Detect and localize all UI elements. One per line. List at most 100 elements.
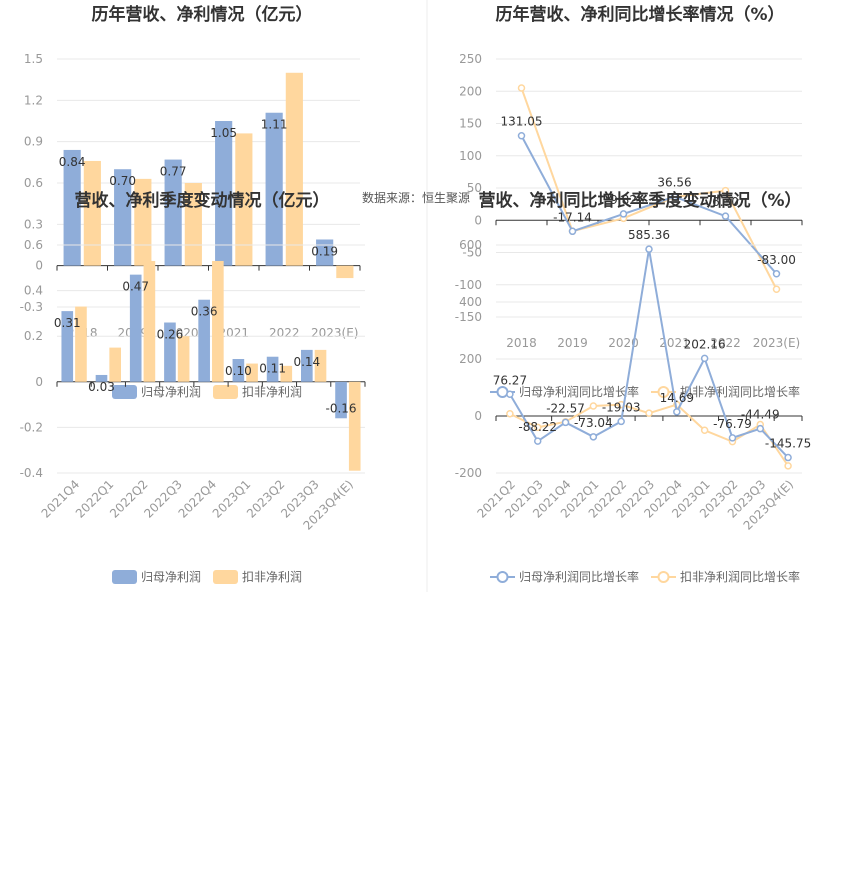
line-point[interactable] [645,245,653,253]
line-point[interactable] [728,434,737,442]
bar-deducted-profit[interactable] [143,260,156,382]
line-deducted-profit-growth[interactable] [520,87,778,290]
legend-label[interactable]: 归母净利润 [141,385,201,399]
y-tick-label: 0.9 [24,135,43,149]
x-tick-label: 2019 [557,336,588,350]
line-point[interactable] [617,417,625,426]
bar-net-profit[interactable] [61,311,74,382]
y-tick-label: -0.3 [20,300,43,314]
line-data-label: -17.14 [553,210,592,224]
bar-deducted-profit[interactable] [83,160,101,266]
bar-net-profit[interactable] [301,349,313,382]
legend-swatch-marker[interactable] [657,386,670,398]
bar-net-profit[interactable] [232,359,245,382]
line-data-label: -145.75 [765,437,811,451]
bar-deducted-profit[interactable] [134,178,152,266]
legend-swatch-marker[interactable] [657,571,670,583]
line-data-label: -22.57 [546,401,585,415]
line-point[interactable] [670,192,679,201]
line-data-label: 36.56 [657,176,691,190]
y-tick-label: 0.6 [24,238,43,252]
bar-net-profit[interactable] [129,274,142,382]
legend-label[interactable]: 归母净利润同比增长率 [519,384,639,399]
line-point[interactable] [506,409,514,418]
bar-deducted-profit[interactable] [285,72,303,266]
line-point[interactable] [568,227,577,236]
line-point[interactable] [772,270,781,278]
bar-deducted-profit[interactable] [348,381,361,471]
legend-label[interactable]: 归母净利润 [141,570,201,584]
bar-deducted-profit[interactable] [336,265,354,279]
bar-net-profit[interactable] [215,121,233,266]
bar-data-label: 0.10 [225,364,252,378]
x-tick-label: 2022 [710,336,741,350]
bar-net-profit[interactable] [95,374,108,382]
y-tick-label: 0.3 [24,217,43,231]
line-point[interactable] [506,390,514,399]
legend-swatch[interactable] [213,385,238,399]
line-point[interactable] [517,84,526,92]
legend-swatch[interactable] [112,570,137,584]
line-point[interactable] [784,453,792,462]
annual-growth-chart: 历年营收、净利同比增长率情况（%） 250 200 150 100 50 0 -50 -100 -… [455,4,803,399]
bar-deducted-profit[interactable] [212,260,224,382]
legend-swatch-marker[interactable] [496,571,509,583]
line-point[interactable] [589,402,598,410]
bar-net-profit[interactable] [114,169,132,266]
line-point[interactable] [533,437,542,445]
x-tick-label: 2021 [659,336,690,350]
y-tick-label: -200 [455,466,482,480]
y-tick-label: 0.2 [24,329,43,343]
line-point[interactable] [673,408,681,416]
legend-label[interactable]: 归母净利润同比增长率 [519,569,639,584]
line-point[interactable] [784,462,792,470]
y-tick-label: 200 [459,352,482,366]
bar-deducted-profit[interactable] [246,363,258,382]
chart-title: 营收、净利同比增长率季度变动情况（%） [478,190,801,211]
bar-net-profit[interactable] [316,239,334,266]
bar-net-profit[interactable] [198,299,210,382]
line-point[interactable] [517,131,526,140]
line-point[interactable] [721,186,730,195]
legend-label[interactable]: 扣非净利润同比增长率 [680,569,800,584]
line-point[interactable] [645,409,653,417]
legend-label[interactable]: 扣非净利润 [242,570,302,584]
bar-deducted-profit[interactable] [314,349,327,382]
line-point[interactable] [721,212,730,220]
line-data-label: -88.22 [518,420,557,434]
bar-net-profit[interactable] [266,356,279,382]
y-tick-label: -50 [462,246,482,260]
line-point[interactable] [772,285,781,294]
line-point[interactable] [561,418,570,427]
y-tick-label: 0 [35,259,43,273]
line-data-label: 14.69 [660,391,694,405]
y-tick-label: 50 [467,181,482,195]
bar-net-profit[interactable] [335,381,347,419]
bar-net-profit[interactable] [63,149,81,266]
bar-net-profit[interactable] [164,159,182,266]
bar-deducted-profit[interactable] [109,347,121,382]
chart-title: 历年营收、净利情况（亿元） [92,4,313,25]
line-point[interactable] [589,433,598,441]
line-point[interactable] [533,423,542,432]
bar-deducted-profit[interactable] [177,336,190,382]
line-data-label: 6.30 [712,195,739,209]
line-net-profit-growth[interactable] [520,135,778,275]
legend-swatch[interactable] [112,385,137,399]
legend-label[interactable]: 扣非净利润同比增长率 [680,384,800,399]
line-point[interactable] [756,424,765,433]
line-point[interactable] [700,354,709,363]
bar-data-label: 0.11 [259,362,286,376]
legend-swatch-marker[interactable] [496,386,509,398]
legend-swatch[interactable] [213,570,238,584]
bar-deducted-profit[interactable] [75,306,87,382]
bar-deducted-profit[interactable] [280,365,293,382]
line-data-label: 9.82 [610,193,637,207]
bar-net-profit[interactable] [164,322,176,382]
bar-deducted-profit[interactable] [235,133,253,266]
legend-label[interactable]: 扣非净利润 [242,385,302,399]
y-tick-label: -0.2 [20,420,43,434]
bar-net-profit[interactable] [265,112,283,266]
line-point[interactable] [619,210,628,218]
line-point[interactable] [700,426,709,434]
